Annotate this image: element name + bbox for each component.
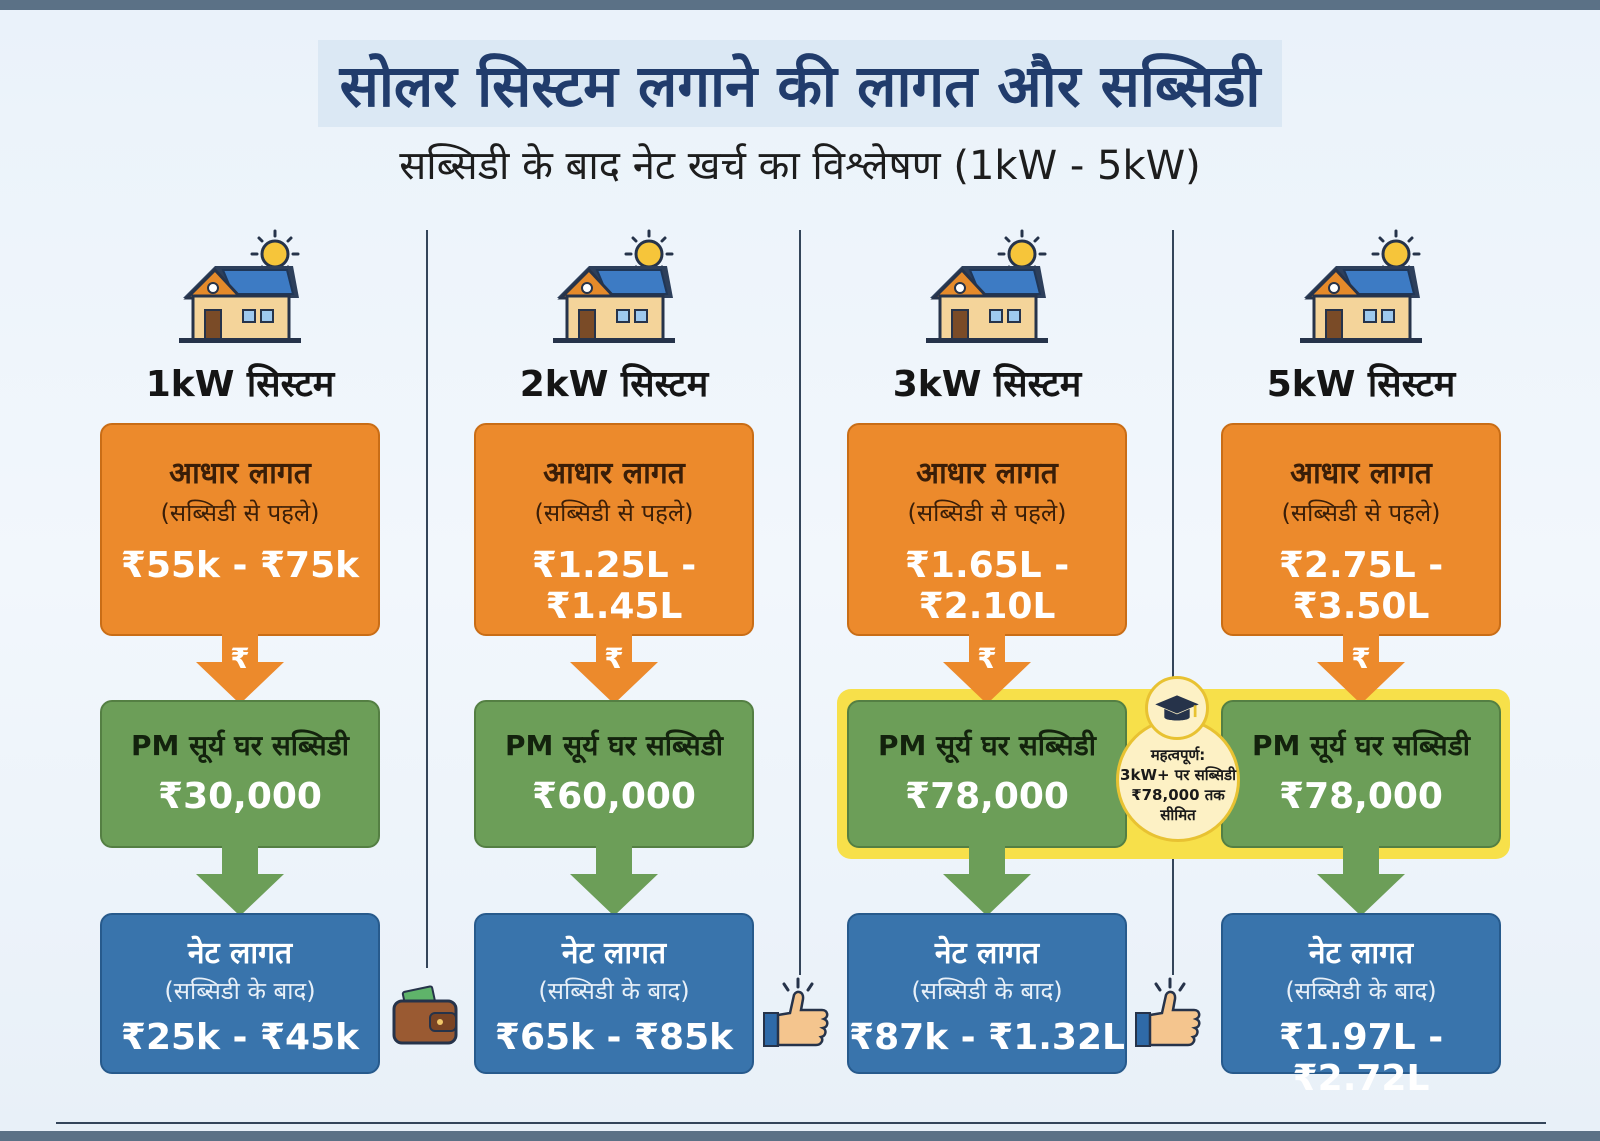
base-cost-box: आधार लागत (सब्सिडी से पहले) ₹1.25L - ₹1.… xyxy=(474,423,754,636)
net-cost-heading: नेट लागत xyxy=(561,936,667,971)
net-cost-note: (सब्सिडी के बाद) xyxy=(538,977,690,1005)
rupee-icon: ₹ xyxy=(604,642,624,675)
net-cost-value: ₹87k - ₹1.32L xyxy=(849,1017,1125,1058)
net-cost-box: नेट लागत (सब्सिडी के बाद) ₹65k - ₹85k xyxy=(474,913,754,1074)
note-line-2: 3kW+ पर सब्सिडी xyxy=(1120,766,1236,784)
base-cost-box: आधार लागत (सब्सिडी से पहले) ₹55k - ₹75k xyxy=(100,423,380,636)
note-line-1: महत्वपूर्ण: xyxy=(1150,746,1206,764)
page-title: सोलर सिस्टम लगाने की लागत और सब्सिडी xyxy=(317,40,1283,127)
base-cost-value: ₹2.75L - ₹3.50L xyxy=(1278,545,1444,627)
down-arrow-icon xyxy=(570,846,658,916)
net-cost-heading: नेट लागत xyxy=(187,936,293,971)
subsidy-box: PM सूर्य घर सब्सिडी ₹60,000 xyxy=(474,700,754,848)
subsidy-heading: PM सूर्य घर सब्सिडी xyxy=(505,729,723,762)
down-arrow-icon xyxy=(943,846,1031,916)
base-cost-value: ₹1.25L - ₹1.45L xyxy=(531,545,697,627)
graduation-cap-icon xyxy=(1155,695,1199,721)
house-solar-icon xyxy=(179,229,301,343)
net-cost-heading: नेट लागत xyxy=(934,936,1040,971)
subsidy-box: PM सूर्य घर सब्सिडी ₹30,000 xyxy=(100,700,380,848)
graduation-cap-badge xyxy=(1145,676,1209,740)
base-cost-box: आधार लागत (सब्सिडी से पहले) ₹1.65L - ₹2.… xyxy=(847,423,1127,636)
net-cost-box: नेट लागत (सब्सिडी के बाद) ₹25k - ₹45k xyxy=(100,913,380,1074)
net-cost-note: (सब्सिडी के बाद) xyxy=(911,977,1063,1005)
system-column-2kw: 2kW सिस्टम आधार लागत (सब्सिडी से पहले) ₹… xyxy=(474,10,754,1110)
thumbs-up-icon xyxy=(1135,977,1201,1047)
system-label: 2kW सिस्टम xyxy=(519,364,709,405)
house-solar-icon xyxy=(1300,229,1422,343)
subsidy-value: ₹60,000 xyxy=(532,776,696,817)
net-cost-box: नेट लागत (सब्सिडी के बाद) ₹87k - ₹1.32L xyxy=(847,913,1127,1074)
page-subtitle: सब्सिडी के बाद नेट खर्च का विश्लेषण (1kW… xyxy=(399,143,1201,189)
down-arrow-icon xyxy=(1317,634,1405,704)
net-cost-value: ₹25k - ₹45k xyxy=(120,1017,360,1058)
house-solar-icon xyxy=(553,229,675,343)
note-line-4: सीमित xyxy=(1160,806,1196,824)
wallet-icon xyxy=(392,985,458,1045)
column-divider xyxy=(799,230,801,975)
system-column-1kw: 1kW सिस्टम आधार लागत (सब्सिडी से पहले) ₹… xyxy=(100,10,380,1110)
subsidy-heading: PM सूर्य घर सब्सिडी xyxy=(878,729,1096,762)
down-arrow-icon xyxy=(1317,846,1405,916)
base-cost-heading: आधार लागत xyxy=(169,456,311,491)
base-cost-note: (सब्सिडी से पहले) xyxy=(160,499,320,527)
base-cost-heading: आधार लागत xyxy=(916,456,1058,491)
note-line-3: ₹78,000 तक xyxy=(1131,786,1225,804)
down-arrow-icon xyxy=(196,846,284,916)
base-cost-box: आधार लागत (सब्सिडी से पहले) ₹2.75L - ₹3.… xyxy=(1221,423,1501,636)
column-divider xyxy=(1172,230,1174,975)
system-label: 1kW सिस्टम xyxy=(145,364,335,405)
net-cost-value: ₹1.97L - ₹2.72L xyxy=(1278,1017,1444,1099)
rupee-icon: ₹ xyxy=(977,642,997,675)
subsidy-heading: PM सूर्य घर सब्सिडी xyxy=(1252,729,1470,762)
subsidy-value: ₹78,000 xyxy=(905,776,1069,817)
base-cost-value: ₹55k - ₹75k xyxy=(120,545,360,586)
base-cost-value: ₹1.65L - ₹2.10L xyxy=(904,545,1070,627)
base-cost-note: (सब्सिडी से पहले) xyxy=(1281,499,1441,527)
subsidy-box: PM सूर्य घर सब्सिडी ₹78,000 xyxy=(847,700,1127,848)
net-cost-note: (सब्सिडी के बाद) xyxy=(1285,977,1437,1005)
base-cost-heading: आधार लागत xyxy=(543,456,685,491)
net-cost-note: (सब्सिडी के बाद) xyxy=(164,977,316,1005)
down-arrow-icon xyxy=(196,634,284,704)
system-label: 3kW सिस्टम xyxy=(892,364,1082,405)
subsidy-heading: PM सूर्य घर सब्सिडी xyxy=(131,729,349,762)
rupee-icon: ₹ xyxy=(230,642,250,675)
thumbs-up-icon xyxy=(763,977,829,1047)
net-cost-heading: नेट लागत xyxy=(1308,936,1414,971)
subsidy-box: PM सूर्य घर सब्सिडी ₹78,000 xyxy=(1221,700,1501,848)
down-arrow-icon xyxy=(570,634,658,704)
net-cost-value: ₹65k - ₹85k xyxy=(494,1017,734,1058)
base-cost-note: (सब्सिडी से पहले) xyxy=(534,499,694,527)
bottom-divider xyxy=(56,1122,1546,1124)
system-column-5kw: 5kW सिस्टम आधार लागत (सब्सिडी से पहले) ₹… xyxy=(1221,10,1501,1110)
house-solar-icon xyxy=(926,229,1048,343)
rupee-icon: ₹ xyxy=(1351,642,1371,675)
down-arrow-icon xyxy=(943,634,1031,704)
base-cost-heading: आधार लागत xyxy=(1290,456,1432,491)
system-label: 5kW सिस्टम xyxy=(1266,364,1456,405)
net-cost-box: नेट लागत (सब्सिडी के बाद) ₹1.97L - ₹2.72… xyxy=(1221,913,1501,1099)
base-cost-note: (सब्सिडी से पहले) xyxy=(907,499,1067,527)
system-column-3kw: 3kW सिस्टम आधार लागत (सब्सिडी से पहले) ₹… xyxy=(847,10,1127,1110)
column-divider xyxy=(426,230,428,968)
subsidy-value: ₹30,000 xyxy=(158,776,322,817)
title-wrap: सोलर सिस्टम लगाने की लागत और सब्सिडी xyxy=(0,40,1600,127)
subsidy-value: ₹78,000 xyxy=(1279,776,1443,817)
